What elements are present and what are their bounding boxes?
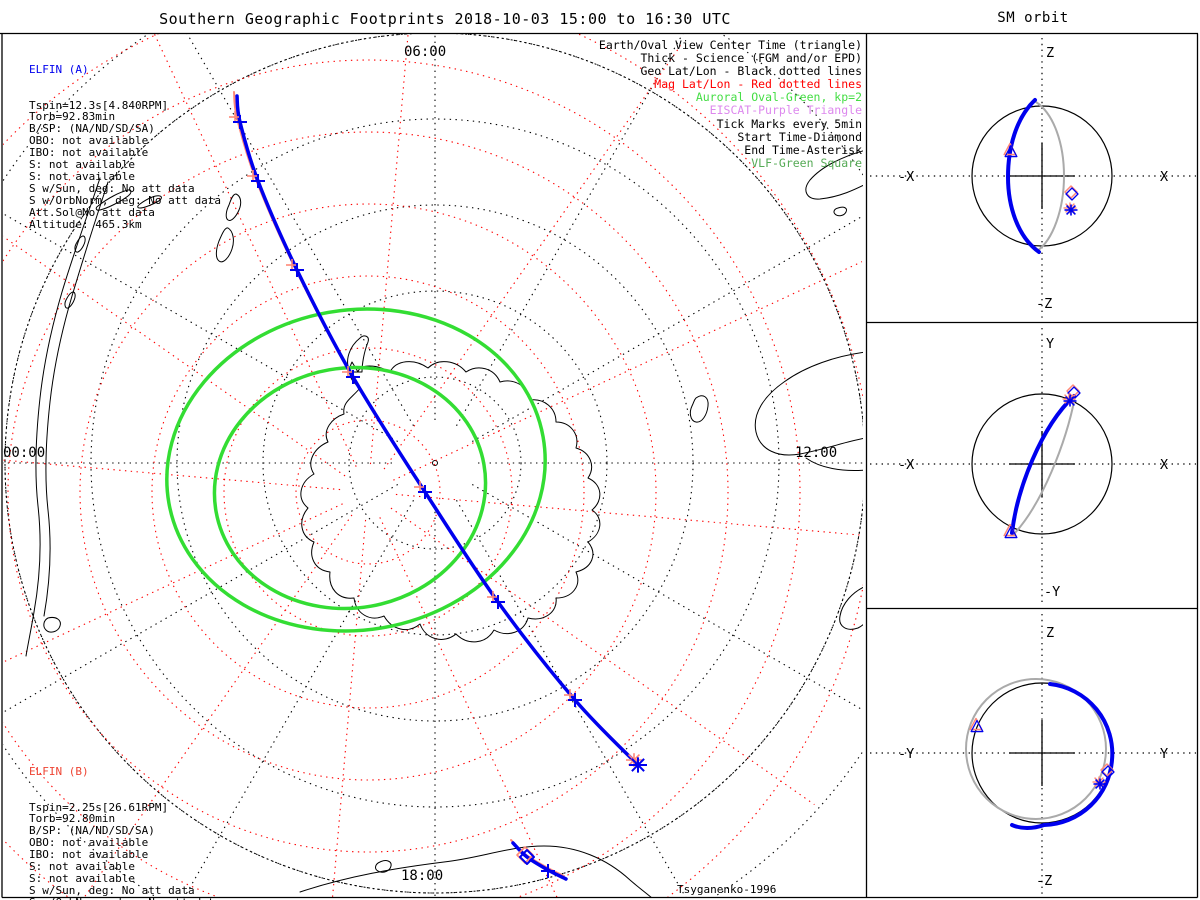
track-elfin-a xyxy=(235,94,640,767)
geo-grid xyxy=(3,34,863,898)
svg-text:Y: Y xyxy=(1046,336,1054,352)
svg-text:-Y: -Y xyxy=(1044,584,1060,600)
sm-panel-axis-labels: Y -Y -X X xyxy=(898,336,1168,600)
legend-item: End Time-Asterisk xyxy=(744,142,862,157)
info-line: IBO: not available xyxy=(29,848,149,862)
info-line: S: not available xyxy=(29,169,135,183)
info-line: B/SP: (NA/ND/SD/SA) xyxy=(29,122,155,136)
auroral-oval-inner xyxy=(212,365,488,611)
elfin-b-info: ELFIN (B) Tspin=2.25s[26.61RPM] Torb=92.8… xyxy=(29,742,221,900)
sm-panel-xy: Y -Y -X X xyxy=(870,328,1196,604)
info-line: Torb=92.83min xyxy=(29,110,116,124)
svg-text:X: X xyxy=(1160,457,1168,473)
sm-orbit-title: SM orbit xyxy=(997,10,1069,26)
legend-item: EISCAT-Purple Triangle xyxy=(709,103,862,118)
info-line: S: not available xyxy=(29,158,135,172)
info-line: S w/OrbNorm, deg: No att data xyxy=(29,896,221,900)
mlt-label-0000: 00:00 xyxy=(3,445,46,461)
auroral-oval xyxy=(165,307,547,633)
svg-text:-X: -X xyxy=(898,169,914,185)
mlt-label-1200: 12:00 xyxy=(795,445,838,461)
sm-panel-axis-labels: Z -Z -X X xyxy=(898,45,1168,312)
info-line: S w/Sun, deg: No att data xyxy=(29,181,195,195)
svg-text:-Y: -Y xyxy=(898,746,914,762)
info-line: IBO: not available xyxy=(29,146,149,160)
svg-text:-X: -X xyxy=(898,457,914,473)
info-line: OBO: not available xyxy=(29,134,149,148)
legend: Earth/Oval View Center Time (triangle) Th… xyxy=(598,38,862,170)
elfin-a-label: ELFIN (A) xyxy=(29,62,89,76)
frame-lines xyxy=(0,32,1199,899)
info-line: Att.Sol@No att data xyxy=(29,205,155,219)
mlt-label-0600: 06:00 xyxy=(404,44,447,60)
elfin-b-label: ELFIN (B) xyxy=(29,764,89,778)
legend-item: Mag Lat/Lon - Red dotted lines xyxy=(654,77,862,92)
svg-text:Z: Z xyxy=(1046,45,1054,61)
legend-item: Start Time-Diamond xyxy=(737,129,862,144)
legend-item: Earth/Oval View Center Time (triangle) xyxy=(598,38,862,52)
info-line: Altitude: 465.3km xyxy=(29,217,142,231)
legend-item: Tick Marks every 5min xyxy=(716,116,862,131)
page-title: Southern Geographic Footprints 2018-10-0… xyxy=(159,10,731,28)
footer: Tsyganenko-1996 Created: Sun Jan 29 09:0… xyxy=(677,856,896,900)
info-line: S w/OrbNorm, deg: No att data xyxy=(29,193,222,207)
mlt-label-1800: 18:00 xyxy=(401,868,444,884)
sm-panel-axis-labels: Z -Z -Y Y xyxy=(898,625,1168,889)
info-line: S: not available xyxy=(29,860,135,874)
info-line: Torb=92.80min xyxy=(29,812,116,826)
info-line: S w/Sun, deg: No att data xyxy=(29,883,195,897)
sm-panel-xz: Z -Z -X X xyxy=(870,38,1196,318)
sm-panel-yz: Z -Z -Y Y xyxy=(870,614,1196,894)
legend-item: Geo Lat/Lon - Black dotted lines xyxy=(640,64,862,79)
svg-text:Y: Y xyxy=(1160,746,1168,762)
svg-text:-Z: -Z xyxy=(1036,296,1052,312)
track-tick-marks xyxy=(229,111,582,707)
legend-item: Thick - Science (FGM and/or EPD) xyxy=(640,51,862,66)
coastlines xyxy=(25,150,863,898)
info-line: OBO: not available xyxy=(29,836,149,850)
info-line: S: not available xyxy=(29,871,135,885)
map-area xyxy=(3,34,863,898)
info-line: Tspin=12.3s[4.840RPM] xyxy=(29,98,169,112)
auroral-oval-outer xyxy=(165,307,547,633)
legend-item: VLF-Green Square xyxy=(751,155,862,170)
track-end-markers xyxy=(510,753,647,881)
model-label: Tsyganenko-1996 xyxy=(677,883,777,896)
legend-item: Auroral Oval-Green, kp=2 xyxy=(695,90,862,105)
svg-text:X: X xyxy=(1160,169,1168,185)
info-line: Tspin=2.25s[26.61RPM] xyxy=(29,800,169,814)
mag-grid xyxy=(3,34,863,898)
svg-text:Z: Z xyxy=(1046,625,1054,641)
info-line: B/SP: (NA/ND/SD/SA) xyxy=(29,824,155,838)
elfin-a-info: ELFIN (A) Tspin=12.3s[4.840RPM] Torb=92.8… xyxy=(29,40,221,231)
svg-text:-Z: -Z xyxy=(1036,873,1052,889)
track-elfin-b xyxy=(233,91,636,762)
